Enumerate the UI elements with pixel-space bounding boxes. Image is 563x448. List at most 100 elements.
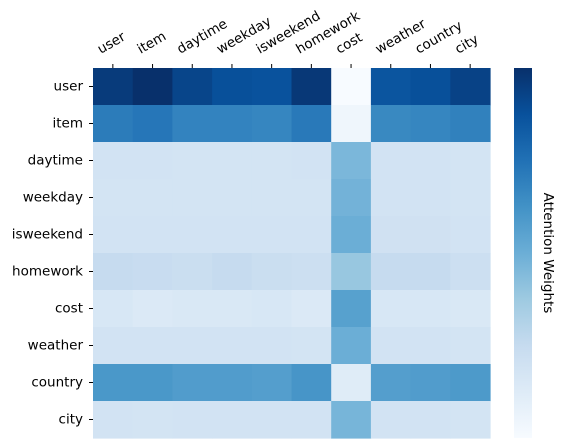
heatmap-cell-weekday-daytime	[172, 179, 213, 217]
y-tick-label: cost	[55, 301, 83, 317]
heatmap-cell-city-weekday	[212, 401, 253, 439]
heatmap-cell-weather-weekday	[212, 327, 253, 365]
heatmap-cell-weekday-homework	[291, 179, 332, 217]
heatmap-cell-city-user	[93, 401, 134, 439]
heatmap-cell-homework-city	[450, 253, 491, 291]
heatmap-cell-daytime-weekday	[212, 142, 253, 180]
heatmap-cell-daytime-city	[450, 142, 491, 180]
y-axis-ticks: user item daytime weekday isweekend homework c…	[12, 79, 93, 428]
colorbar	[514, 68, 532, 438]
heatmap-cell-item-homework	[291, 105, 332, 143]
heatmap-cell-daytime-item	[132, 142, 173, 180]
heatmap-cell-cost-item	[132, 290, 173, 328]
heatmap-cell-weekday-city	[450, 179, 491, 217]
heatmap-cell-isweekend-homework	[291, 216, 332, 254]
y-tick-label: weekday	[23, 190, 83, 206]
heatmap-cell-isweekend-isweekend	[251, 216, 293, 254]
heatmap-cell-weather-user	[93, 327, 134, 365]
heatmap-cell-cost-country	[410, 290, 451, 328]
heatmap-cell-weekday-weather	[370, 179, 412, 217]
heatmap-cell-country-isweekend	[251, 364, 293, 402]
heatmap-cell-weekday-country	[410, 179, 451, 217]
heatmap-cell-country-user	[93, 364, 134, 402]
y-tick-label: item	[52, 116, 83, 132]
heatmap-cell-item-isweekend	[251, 105, 293, 143]
heatmap-cell-weather-country	[410, 327, 451, 365]
heatmap-grid	[93, 68, 491, 439]
heatmap-cell-city-country	[410, 401, 451, 439]
heatmap-cell-country-city	[450, 364, 491, 402]
heatmap-cell-user-user	[93, 68, 134, 106]
heatmap-cell-cost-cost	[331, 290, 372, 328]
y-tick-label: weather	[28, 338, 84, 354]
y-tick-label: country	[31, 375, 83, 391]
heatmap-cell-country-daytime	[172, 364, 213, 402]
heatmap-cell-city-cost	[331, 401, 372, 439]
heatmap-cell-isweekend-daytime	[172, 216, 213, 254]
heatmap-cell-city-city	[450, 401, 491, 439]
heatmap-cell-daytime-daytime	[172, 142, 213, 180]
heatmap-cell-homework-weekday	[212, 253, 253, 291]
heatmap-cell-weekday-cost	[331, 179, 372, 217]
heatmap-cell-weather-isweekend	[251, 327, 293, 365]
heatmap-cell-homework-weather	[370, 253, 412, 291]
heatmap-cell-item-user	[93, 105, 134, 143]
y-tick-label: user	[54, 79, 84, 95]
heatmap-cell-isweekend-country	[410, 216, 451, 254]
heatmap-cell-item-weekday	[212, 105, 253, 143]
heatmap-cell-homework-isweekend	[251, 253, 293, 291]
heatmap-cell-daytime-cost	[331, 142, 372, 180]
heatmap-cell-country-weather	[370, 364, 412, 402]
heatmap-cell-weather-daytime	[172, 327, 213, 365]
heatmap-cell-user-weather	[370, 68, 412, 106]
heatmap-cell-city-isweekend	[251, 401, 293, 439]
heatmap-cell-country-homework	[291, 364, 332, 402]
y-tick-label: city	[59, 412, 83, 428]
heatmap-cell-isweekend-item	[132, 216, 173, 254]
heatmap-cell-city-weather	[370, 401, 412, 439]
heatmap-cell-item-country	[410, 105, 451, 143]
heatmap-cell-country-cost	[331, 364, 372, 402]
heatmap-cell-item-weather	[370, 105, 412, 143]
heatmap-cell-user-country	[410, 68, 451, 106]
heatmap-cell-homework-country	[410, 253, 451, 291]
heatmap-cell-user-daytime	[172, 68, 213, 106]
heatmap-cell-isweekend-weekday	[212, 216, 253, 254]
colorbar-label: Attention Weights	[540, 193, 556, 314]
heatmap-cell-daytime-user	[93, 142, 134, 180]
heatmap-cell-cost-user	[93, 290, 134, 328]
heatmap-cell-isweekend-user	[93, 216, 134, 254]
heatmap-cell-user-weekday	[212, 68, 253, 106]
heatmap-cell-country-item	[132, 364, 173, 402]
heatmap-cell-country-weekday	[212, 364, 253, 402]
heatmap-cell-homework-homework	[291, 253, 332, 291]
heatmap-cell-city-daytime	[172, 401, 213, 439]
heatmap-cell-city-homework	[291, 401, 332, 439]
heatmap-cell-cost-isweekend	[251, 290, 293, 328]
heatmap-cell-weekday-user	[93, 179, 134, 217]
heatmap-cell-user-isweekend	[251, 68, 293, 106]
x-axis-ticks: user item daytimeweekdayisweekendhomeworkc…	[95, 8, 481, 68]
heatmap-cell-cost-city	[450, 290, 491, 328]
heatmap-cell-item-daytime	[172, 105, 213, 143]
x-tick-label: user	[95, 29, 129, 58]
y-tick-label: homework	[12, 264, 83, 280]
heatmap-cell-homework-item	[132, 253, 173, 291]
heatmap-cell-user-homework	[291, 68, 332, 106]
heatmap-cell-isweekend-cost	[331, 216, 372, 254]
heatmap-cell-homework-cost	[331, 253, 372, 291]
heatmap-cell-isweekend-city	[450, 216, 491, 254]
heatmap-cell-country-country	[410, 364, 451, 402]
heatmap-cell-isweekend-weather	[370, 216, 412, 254]
y-tick-label: daytime	[28, 153, 83, 169]
heatmap-cell-cost-weekday	[212, 290, 253, 328]
heatmap-cell-daytime-isweekend	[251, 142, 293, 180]
heatmap-cell-weather-city	[450, 327, 491, 365]
heatmap-cell-homework-user	[93, 253, 134, 291]
heatmap-cell-daytime-homework	[291, 142, 332, 180]
heatmap-cell-city-item	[132, 401, 173, 439]
heatmap-cell-weekday-weekday	[212, 179, 253, 217]
heatmap-cell-weather-cost	[331, 327, 372, 365]
heatmap-cell-daytime-country	[410, 142, 451, 180]
